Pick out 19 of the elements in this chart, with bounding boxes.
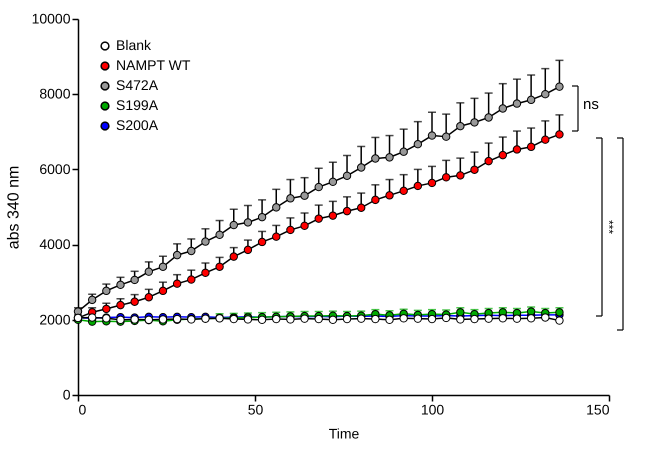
y-tick-label: 6000 <box>39 160 71 177</box>
x-axis-title: Time <box>328 426 360 442</box>
annotation: ns <box>583 96 599 113</box>
legend-label: S472A <box>116 77 159 93</box>
y-tick-label: 10000 <box>32 10 71 26</box>
y-axis-title: abs 340 nm <box>6 166 23 250</box>
x-tick-label: 100 <box>420 402 444 418</box>
y-tick-label: 4000 <box>39 236 71 252</box>
legend-label: S200A <box>116 117 159 133</box>
legend-label: S199A <box>116 97 159 113</box>
y-tick-label: 0 <box>62 386 71 402</box>
y-tick-label: 2000 <box>39 311 71 328</box>
x-tick-label: 150 <box>586 402 610 418</box>
annotation: *** <box>602 220 616 234</box>
x-tick-label: 50 <box>248 402 264 418</box>
x-tick-label: 0 <box>78 402 86 418</box>
y-tick-label: 8000 <box>39 86 71 102</box>
legend-label: NAMPT WT <box>116 57 191 73</box>
legend-label: Blank <box>116 37 152 53</box>
